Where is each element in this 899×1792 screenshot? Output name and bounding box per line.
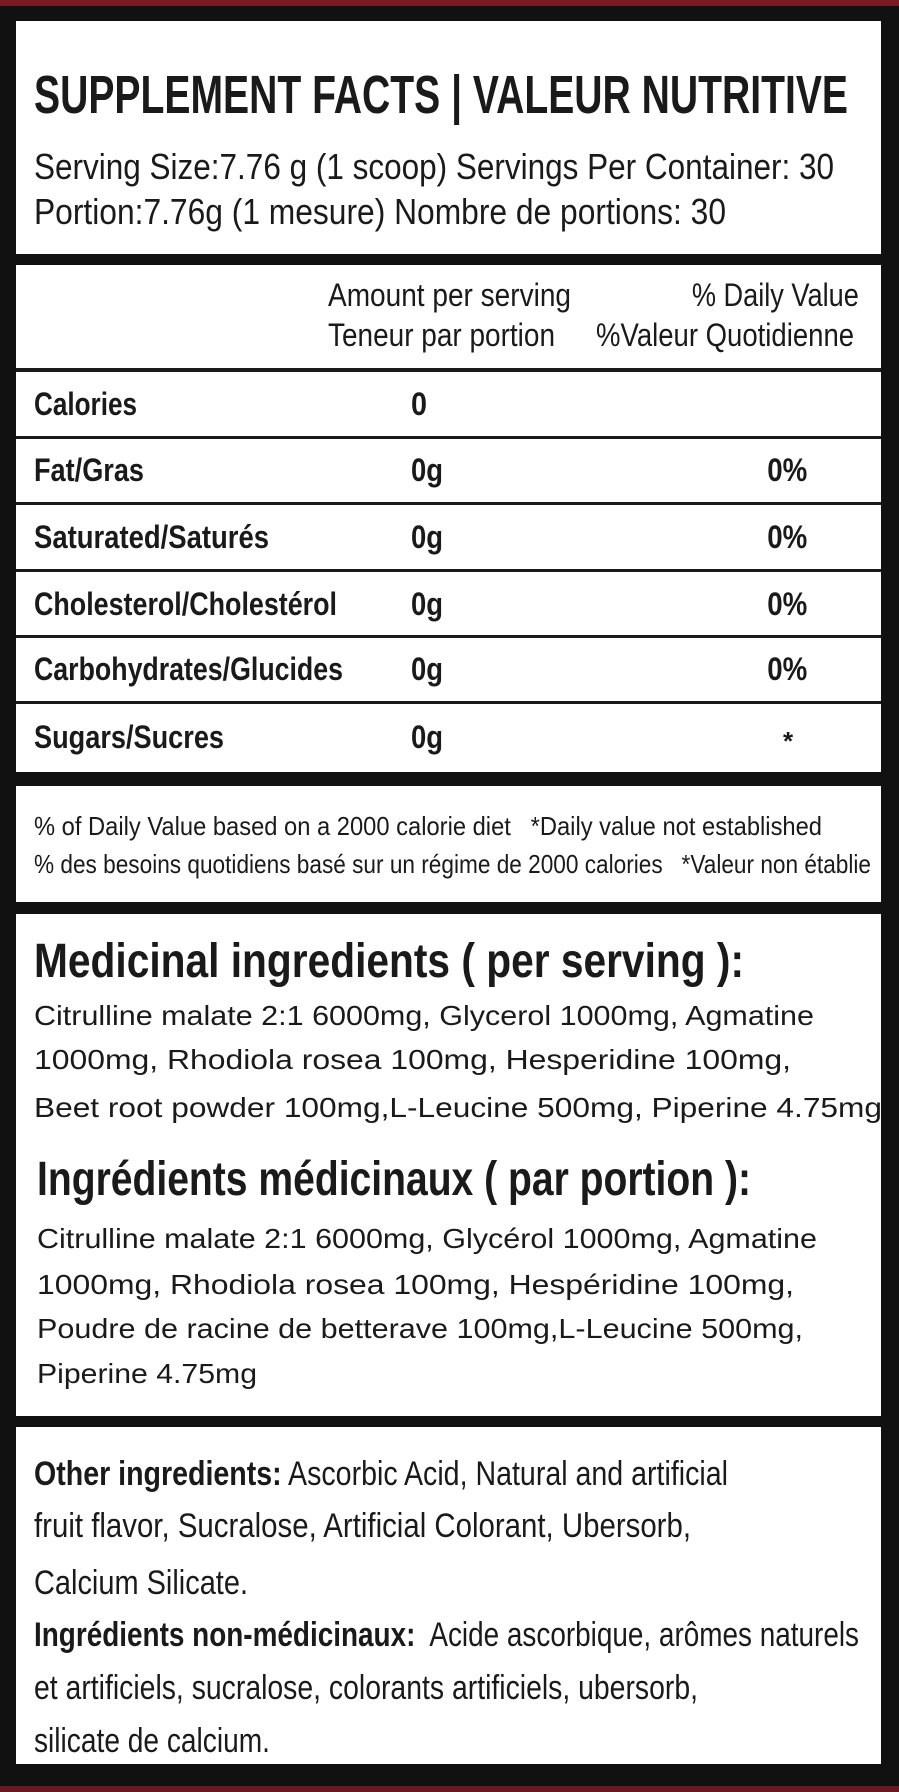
- row-name: Cholesterol/Cholestérol: [34, 586, 337, 622]
- serving-size-en: Serving Size:7.76 g (1 scoop) Servings P…: [34, 146, 834, 187]
- divider: [16, 701, 881, 704]
- row-name: Fat/Gras: [34, 452, 144, 488]
- other-ingredients-text: Ascorbic Acid, Natural and artificial: [281, 1455, 728, 1493]
- row-dv: 0%: [767, 452, 807, 488]
- footnote-panel: [16, 786, 881, 902]
- bottom-accent-strip: [0, 1786, 899, 1792]
- other-ingredients-line: Other ingredients: Ascorbic Acid, Natura…: [34, 1457, 728, 1491]
- row-amount: 0: [411, 386, 427, 422]
- row-name: Sugars/Sucres: [34, 719, 224, 755]
- amount-header-en: Amount per serving: [328, 277, 571, 313]
- row-amount: 0g: [411, 452, 443, 488]
- medicinal-heading-fr: Ingrédients médicinaux ( par portion ):: [37, 1153, 751, 1206]
- row-name: Calories: [34, 386, 137, 422]
- divider: [16, 502, 881, 505]
- other-ingredients-line: Calcium Silicate.: [34, 1564, 248, 1602]
- non-medicinal-label: Ingrédients non-médicinaux:: [34, 1616, 416, 1654]
- label-title: SUPPLEMENT FACTS | VALEUR NUTRITIVE: [34, 65, 848, 125]
- medicinal-line: Beet root powder 100mg,L-Leucine 500mg, …: [34, 1092, 882, 1123]
- divider: [16, 569, 881, 572]
- row-amount: 0g: [411, 586, 443, 622]
- row-dv: 0%: [767, 586, 807, 622]
- row-amount: 0g: [411, 651, 443, 687]
- medicinal-line: Citrulline malate 2:1 6000mg, Glycerol 1…: [34, 1000, 814, 1031]
- serving-size-fr: Portion:7.76g (1 mesure) Nombre de porti…: [34, 191, 726, 232]
- row-name: Saturated/Saturés: [34, 519, 269, 555]
- dv-header-en: % Daily Value: [692, 277, 859, 313]
- non-medicinal-text: Acide ascorbique, arômes naturels: [415, 1616, 859, 1654]
- other-ingredients-label: Other ingredients:: [34, 1455, 282, 1493]
- row-dv: *: [783, 726, 794, 756]
- row-name: Carbohydrates/Glucides: [34, 651, 343, 687]
- dv-header-fr: %Valeur Quotidienne: [596, 317, 854, 353]
- row-amount: 0g: [411, 719, 443, 755]
- header-panel: [16, 21, 881, 254]
- medicinal-panel: [16, 914, 881, 1416]
- divider: [16, 368, 881, 372]
- divider: [16, 635, 881, 638]
- non-medicinal-line: et artificiels, sucralose, colorants art…: [34, 1669, 698, 1707]
- divider: [16, 436, 881, 439]
- medicinal-heading-en: Medicinal ingredients ( per serving ):: [34, 935, 744, 988]
- medicinal-line: 1000mg, Rhodiola rosea 100mg, Hesperidin…: [34, 1044, 792, 1075]
- medicinal-line: Piperine 4.75mg: [37, 1358, 257, 1389]
- footnote-fr: % des besoins quotidiens basé sur un rég…: [34, 849, 871, 879]
- medicinal-line: Poudre de racine de betterave 100mg,L-Le…: [37, 1313, 803, 1344]
- non-medicinal-line: Ingrédients non-médicinaux: Acide ascorb…: [34, 1618, 859, 1652]
- row-amount: 0g: [411, 519, 443, 555]
- nutrition-table: [16, 265, 881, 772]
- non-medicinal-line: silicate de calcium.: [34, 1722, 270, 1760]
- row-dv: 0%: [767, 519, 807, 555]
- row-dv: 0%: [767, 651, 807, 687]
- medicinal-line: Citrulline malate 2:1 6000mg, Glycérol 1…: [37, 1223, 817, 1254]
- top-accent-strip: [0, 0, 899, 6]
- other-ingredients-line: fruit flavor, Sucralose, Artificial Colo…: [34, 1507, 691, 1545]
- other-ingredients-panel: [16, 1427, 881, 1764]
- medicinal-line: 1000mg, Rhodiola rosea 100mg, Hespéridin…: [37, 1269, 795, 1300]
- footnote-en: % of Daily Value based on a 2000 calorie…: [34, 811, 822, 841]
- amount-header-fr: Teneur par portion: [328, 317, 555, 353]
